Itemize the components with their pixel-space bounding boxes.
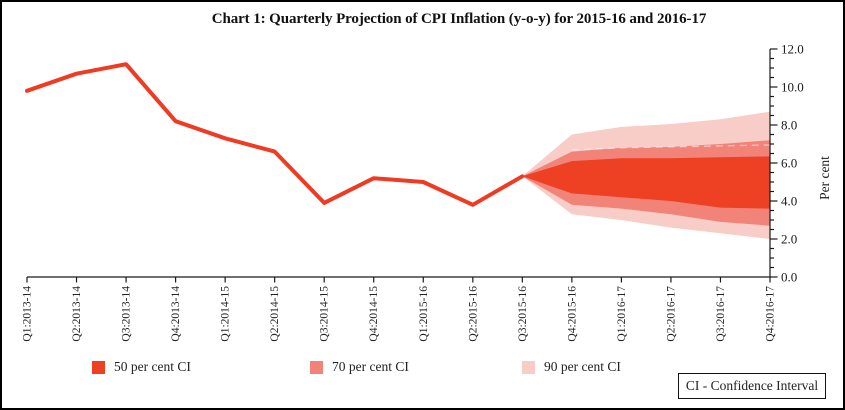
legend-item-ci70: 70 per cent CI bbox=[310, 359, 409, 375]
projection-dashed-guide-line bbox=[571, 144, 771, 151]
y-tick-label: 4.0 bbox=[781, 194, 797, 209]
x-tick-label: Q4:2015-16 bbox=[566, 286, 578, 342]
x-tick-label: Q4:2013-14 bbox=[170, 286, 182, 342]
y-tick-label: 12.0 bbox=[781, 42, 804, 57]
x-tick-label: Q2:2014-15 bbox=[269, 286, 281, 342]
x-tick-label: Q4:2016-17 bbox=[765, 286, 777, 342]
x-tick-label: Q3:2014-15 bbox=[319, 286, 331, 342]
chart-title: Chart 1: Quarterly Projection of CPI Inf… bbox=[211, 11, 707, 27]
x-tick-label: Q1:2015-16 bbox=[418, 286, 430, 342]
x-tick-label: Q1:2016-17 bbox=[616, 286, 628, 342]
x-tick-label: Q3:2013-14 bbox=[121, 286, 133, 342]
x-tick-label: Q3:2016-17 bbox=[715, 286, 727, 342]
ci50-band bbox=[522, 156, 770, 209]
ci-note-label: CI - Confidence Interval bbox=[685, 378, 819, 393]
y-tick-label: 8.0 bbox=[781, 118, 797, 133]
legend-item-ci50: 50 per cent CI bbox=[92, 359, 191, 375]
x-tick-label: Q1:2013-14 bbox=[22, 286, 34, 342]
legend-swatch-ci50 bbox=[92, 360, 105, 374]
legend-label-ci50: 50 per cent CI bbox=[114, 359, 191, 374]
ci-note-box: CI - Confidence Interval bbox=[678, 373, 826, 399]
y-tick-label: 10.0 bbox=[781, 80, 804, 95]
y-tick-label: 2.0 bbox=[781, 232, 797, 247]
y-axis bbox=[769, 48, 778, 278]
x-tick-label: Q3:2015-16 bbox=[517, 286, 529, 342]
y-tick-label: 0.0 bbox=[781, 270, 797, 285]
x-tick-label: Q1:2014-15 bbox=[220, 286, 232, 342]
x-tick-label: Q2:2013-14 bbox=[71, 286, 83, 342]
x-tick-label: Q2:2016-17 bbox=[665, 286, 677, 342]
x-tick-labels: Q1:2013-14 Q2:2013-14 Q3:2013-14 Q4:2013-14… bbox=[22, 286, 777, 342]
y-axis-title: Per cent bbox=[817, 156, 832, 200]
x-tick-label: Q2:2015-16 bbox=[467, 286, 479, 342]
legend-label-ci70: 70 per cent CI bbox=[332, 359, 409, 374]
y-tick-labels: 0.0 2.0 4.0 6.0 8.0 10.0 12.0 bbox=[781, 42, 804, 285]
cpi-inflation-fan-chart: Q1:2013-14 Q2:2013-14 Q3:2013-14 Q4:2013-14… bbox=[22, 42, 833, 342]
legend-item-ci90: 90 per cent CI bbox=[522, 359, 621, 375]
x-axis bbox=[26, 276, 771, 283]
cpi-inflation-line bbox=[25, 62, 525, 207]
y-tick-label: 6.0 bbox=[781, 156, 797, 171]
legend-swatch-ci90 bbox=[522, 360, 535, 374]
legend-label-ci90: 90 per cent CI bbox=[544, 359, 621, 374]
legend-swatch-ci70 bbox=[310, 360, 323, 374]
x-tick-label: Q4:2014-15 bbox=[368, 286, 380, 342]
